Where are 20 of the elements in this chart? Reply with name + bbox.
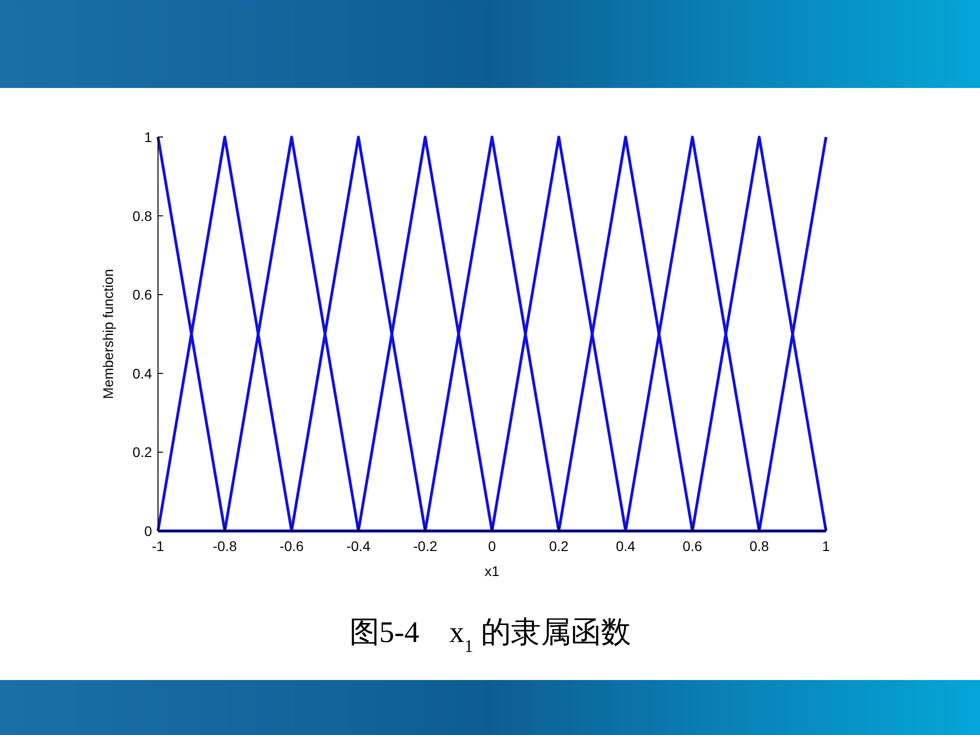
x-tick-label: 0.4	[616, 538, 636, 554]
x-tick-label: 0.6	[682, 538, 702, 554]
y-tick-label: 0.8	[132, 208, 152, 224]
x-axis-title: x1	[484, 563, 500, 579]
y-tick-label: 0	[144, 523, 152, 539]
x-tick-label: -0.4	[346, 538, 371, 554]
x-tick-label: 0.8	[749, 538, 770, 554]
x-tick-label: 0.2	[549, 538, 569, 554]
x-tick-label: 0	[488, 538, 496, 554]
y-tick-label: 0.6	[132, 286, 152, 303]
caption: 图5-4 x$_{1}$ 的隶属函数	[349, 616, 631, 656]
x-tick-label: -1	[152, 538, 164, 554]
y-tick-label: 0.4	[132, 365, 152, 382]
x-tick-label: -0.6	[280, 538, 304, 554]
y-axis-title: Membership function	[100, 269, 116, 399]
y-tick-label: 0.2	[132, 444, 152, 460]
x-tick-label: -0.2	[413, 538, 438, 554]
x-tick-label: 1	[822, 538, 830, 554]
x-tick-label: -0.8	[212, 538, 238, 554]
y-tick-label: 1	[144, 129, 152, 145]
